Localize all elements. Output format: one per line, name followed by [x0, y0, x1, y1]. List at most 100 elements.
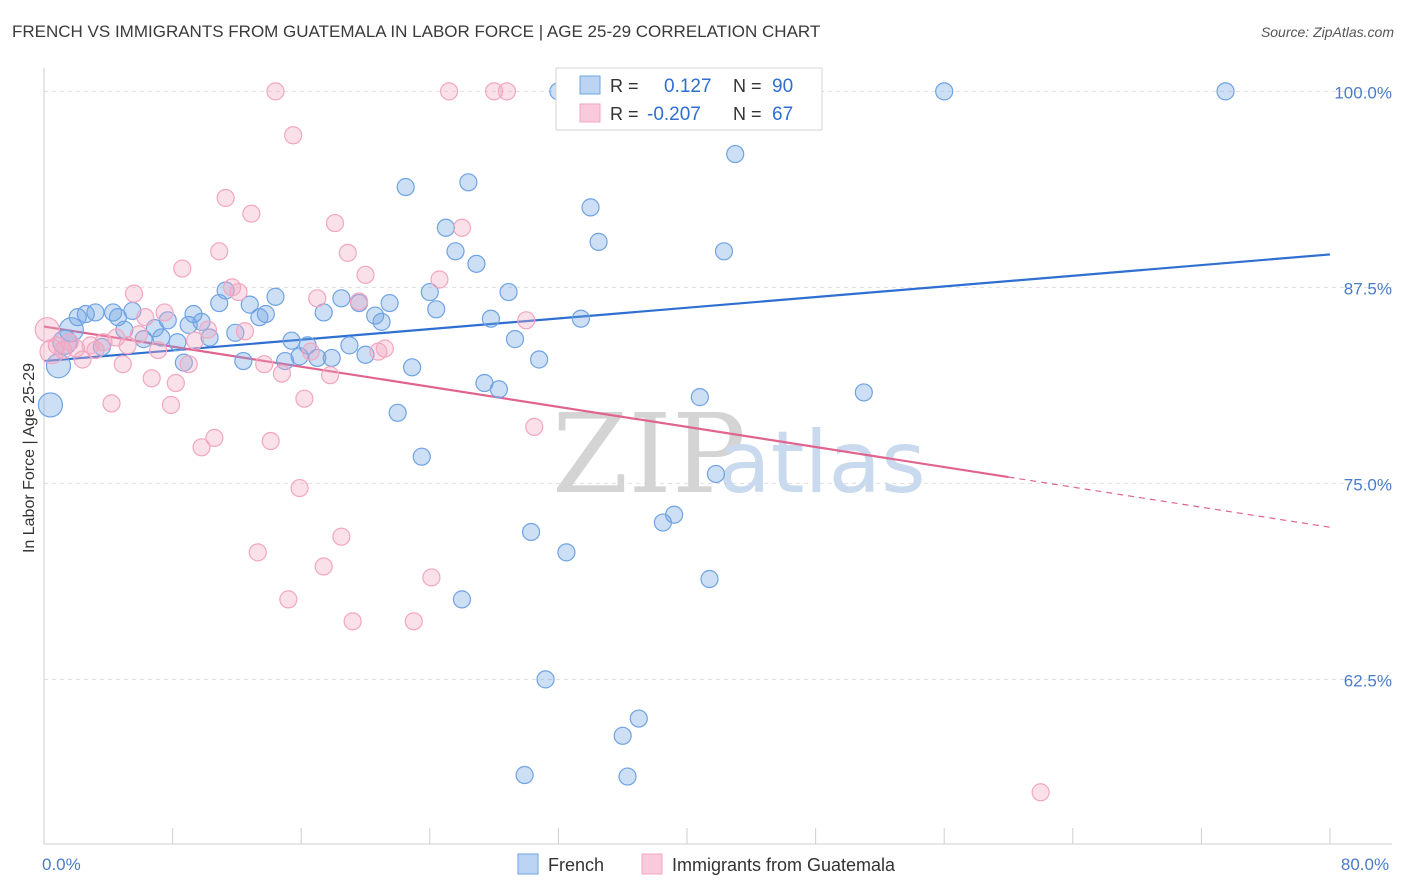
data-point	[173, 259, 192, 278]
data-point	[489, 380, 509, 399]
data-point	[235, 322, 255, 341]
data-point	[521, 522, 541, 542]
data-point	[343, 612, 362, 631]
data-point	[314, 557, 333, 576]
data-point	[515, 765, 534, 785]
data-point	[396, 177, 415, 197]
data-point	[589, 232, 608, 251]
data-point	[485, 82, 504, 101]
data-point	[192, 438, 211, 457]
data-point	[240, 295, 259, 314]
data-point	[210, 242, 229, 261]
legend-swatch-french	[579, 75, 601, 95]
legend-r-label-french: R =	[610, 76, 639, 96]
data-point	[690, 388, 709, 407]
y-axis-label: In Labor Force | Age 25-29	[21, 363, 38, 553]
data-point	[186, 331, 205, 350]
y-tick-label: 75.0%	[1344, 475, 1392, 494]
data-point	[266, 82, 285, 101]
data-point	[308, 289, 327, 308]
data-point	[266, 287, 285, 306]
axes	[43, 68, 1392, 845]
data-point	[530, 350, 549, 369]
data-point	[935, 82, 954, 101]
data-point	[179, 355, 198, 374]
data-point	[113, 355, 132, 374]
data-point	[380, 293, 399, 313]
data-point	[714, 242, 734, 261]
data-point	[571, 309, 591, 328]
series-legend-french: French	[548, 855, 604, 875]
data-point	[525, 417, 544, 437]
y-tick-labels: 100.0% 87.5% 75.0% 62.5%	[1334, 83, 1392, 690]
chart-title: FRENCH VS IMMIGRANTS FROM GUATEMALA IN L…	[12, 22, 821, 41]
data-point	[301, 342, 320, 361]
data-point	[404, 612, 423, 631]
data-point	[322, 348, 341, 368]
data-point	[295, 389, 314, 408]
stats-legend: R = 0.127 N = 90 R = -0.207 N = 67	[555, 67, 823, 131]
data-point	[34, 317, 60, 343]
data-point	[403, 358, 422, 377]
data-point	[37, 392, 64, 418]
data-point	[629, 709, 648, 728]
data-point	[349, 292, 369, 311]
data-point	[388, 403, 407, 422]
data-point	[73, 350, 92, 369]
legend-r-french: 0.127	[664, 76, 712, 97]
x-tick-label: 0.0%	[42, 855, 81, 874]
data-point	[290, 478, 309, 498]
data-point	[375, 339, 394, 358]
data-point	[436, 218, 455, 237]
data-point	[272, 364, 292, 383]
data-point	[427, 300, 446, 319]
data-point	[242, 204, 261, 223]
data-point	[499, 282, 518, 302]
data-point	[332, 289, 351, 308]
data-point	[67, 339, 86, 358]
data-point	[700, 569, 719, 589]
data-point	[118, 336, 137, 355]
data-point	[256, 304, 275, 324]
data-point	[325, 213, 345, 233]
data-point	[1031, 783, 1050, 802]
trend-line-french	[43, 253, 1331, 363]
y-tick-label: 62.5%	[1344, 671, 1392, 690]
data-point	[279, 590, 298, 609]
data-point	[459, 173, 478, 192]
data-point	[284, 126, 303, 145]
watermark: ZIP atlas	[552, 390, 926, 518]
data-point	[439, 82, 459, 101]
data-point	[338, 243, 357, 262]
data-point	[412, 447, 431, 466]
data-point	[261, 431, 280, 451]
series-legend-swatch-french	[517, 853, 539, 875]
data-point	[321, 366, 340, 385]
legend-swatch-guatemala	[579, 103, 601, 123]
data-point	[497, 82, 517, 101]
data-point	[557, 543, 576, 562]
data-point	[452, 218, 472, 237]
data-point	[505, 330, 525, 349]
data-point	[155, 303, 174, 322]
data-point	[282, 331, 301, 350]
data-point	[706, 464, 726, 484]
data-point	[665, 505, 684, 524]
data-point	[618, 767, 637, 786]
trend-line-guatemala	[43, 325, 1009, 479]
data-point	[613, 726, 632, 745]
data-point	[142, 369, 161, 388]
data-point	[149, 340, 168, 360]
data-point	[102, 394, 121, 413]
watermark-atlas: atlas	[718, 413, 926, 513]
x-tick-label: 80.0%	[1341, 855, 1389, 874]
data-point	[581, 198, 600, 217]
data-point	[124, 284, 144, 303]
legend-r-guatemala: -0.207	[647, 104, 701, 125]
series-legend-guatemala: Immigrants from Guatemala	[672, 855, 896, 875]
x-tick-labels: 0.0% 80.0%	[42, 855, 1389, 874]
data-point	[86, 303, 105, 322]
data-point	[248, 543, 267, 562]
data-point	[255, 355, 274, 374]
